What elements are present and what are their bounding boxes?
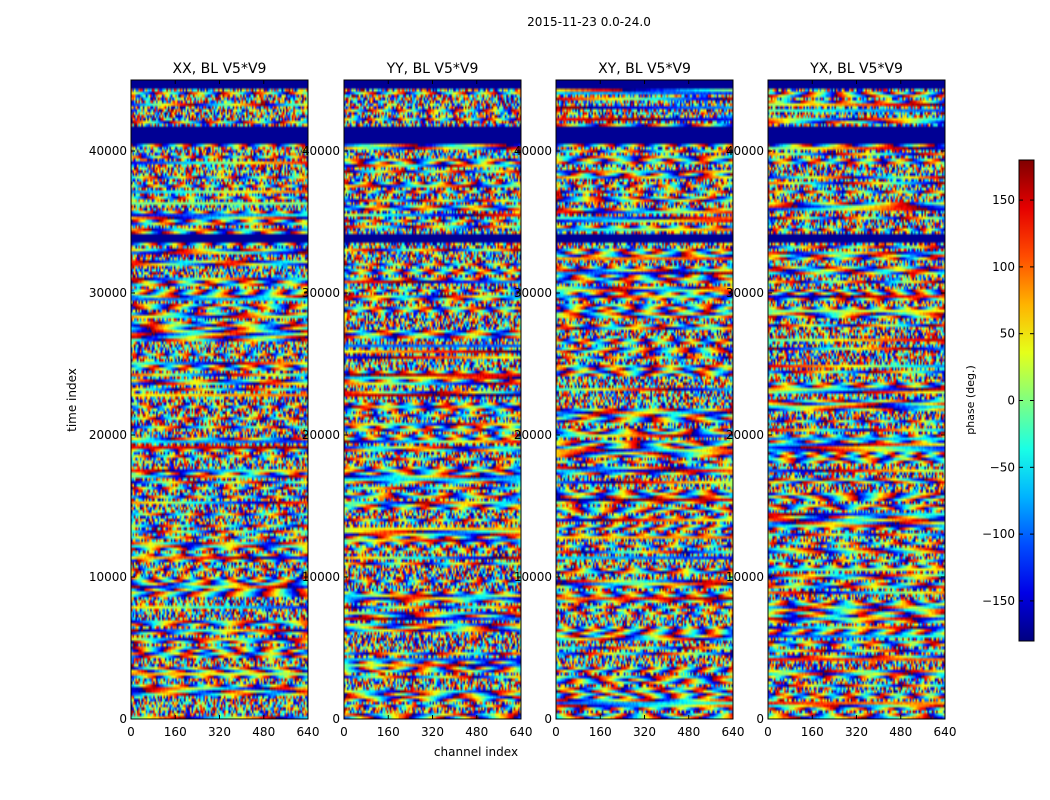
x-tick-label: 480	[677, 725, 700, 739]
panel-xy: XY, BL V5*V9 0 160 320 480 640 0 10000 20000 3000…	[514, 61, 745, 739]
x-tick-label: 0	[127, 725, 135, 739]
x-tick-label: 480	[889, 725, 912, 739]
y-tick-label: 30000	[302, 286, 340, 300]
figure-title: 2015-11-23 0.0-24.0	[527, 15, 651, 29]
y-tick-label: 30000	[726, 286, 764, 300]
colorbar-tick-label: 150	[992, 193, 1015, 207]
phase-image-yx	[768, 80, 945, 719]
x-tick-label: 640	[510, 725, 533, 739]
y-tick-label: 0	[119, 712, 127, 726]
y-tick-label: 10000	[302, 570, 340, 584]
x-tick-label: 160	[164, 725, 187, 739]
y-tick-label: 0	[756, 712, 764, 726]
panel-title: XX, BL V5*V9	[173, 61, 267, 77]
phase-image-xx	[131, 80, 308, 719]
y-tick-label: 20000	[726, 428, 764, 442]
x-tick-label: 480	[465, 725, 488, 739]
colorbar-tick-label: −150	[982, 594, 1015, 608]
x-tick-label: 640	[297, 725, 320, 739]
x-tick-label: 320	[845, 725, 868, 739]
phase-image-xy	[556, 80, 733, 719]
panels: XX, BL V5*V9 0 160 320 480 640 0 10000 20000 3000…	[89, 61, 957, 739]
panel-title: YX, BL V5*V9	[809, 61, 903, 77]
x-tick-label: 640	[722, 725, 745, 739]
colorbar-tick-label: −50	[990, 460, 1015, 474]
y-tick-label: 20000	[514, 428, 552, 442]
x-tick-label: 0	[552, 725, 560, 739]
panel-yx: YX, BL V5*V9 0 160 320 480 640 0 10000 20000 3000…	[726, 61, 957, 739]
colorbar-tick-label: −100	[982, 527, 1015, 541]
y-tick-label: 20000	[302, 428, 340, 442]
x-tick-label: 640	[934, 725, 957, 739]
phase-image-yy	[344, 80, 521, 719]
y-tick-label: 40000	[726, 144, 764, 158]
y-tick-label: 0	[332, 712, 340, 726]
x-axis-label: channel index	[434, 745, 518, 759]
y-tick-label: 10000	[514, 570, 552, 584]
y-tick-label: 0	[544, 712, 552, 726]
x-tick-label: 320	[633, 725, 656, 739]
y-axis-label: time index	[65, 368, 79, 432]
x-tick-label: 0	[764, 725, 772, 739]
x-tick-label: 0	[340, 725, 348, 739]
y-tick-label: 40000	[514, 144, 552, 158]
y-tick-label: 10000	[89, 570, 127, 584]
colorbar-tick-label: 50	[1000, 327, 1015, 341]
colorbar-tick-label: 0	[1007, 394, 1015, 408]
colorbar: −150 −100 −50 0 50 100 150	[982, 159, 1035, 642]
colorbar-label: phase (deg.)	[964, 365, 977, 435]
x-tick-label: 160	[801, 725, 824, 739]
panel-xx: XX, BL V5*V9 0 160 320 480 640 0 10000 20000 3000…	[89, 61, 320, 739]
y-tick-label: 10000	[726, 570, 764, 584]
y-tick-label: 30000	[89, 286, 127, 300]
y-tick-label: 30000	[514, 286, 552, 300]
panel-title: YY, BL V5*V9	[386, 61, 479, 77]
y-tick-label: 40000	[89, 144, 127, 158]
colorbar-tick-label: 100	[992, 260, 1015, 274]
x-tick-label: 320	[208, 725, 231, 739]
y-tick-label: 20000	[89, 428, 127, 442]
x-tick-label: 480	[252, 725, 275, 739]
x-tick-label: 160	[589, 725, 612, 739]
panel-title: XY, BL V5*V9	[598, 61, 691, 77]
panel-yy: YY, BL V5*V9 0 160 320 480 640 0 10000 20000 3000…	[302, 61, 533, 739]
y-tick-label: 40000	[302, 144, 340, 158]
x-tick-label: 160	[377, 725, 400, 739]
x-tick-label: 320	[421, 725, 444, 739]
